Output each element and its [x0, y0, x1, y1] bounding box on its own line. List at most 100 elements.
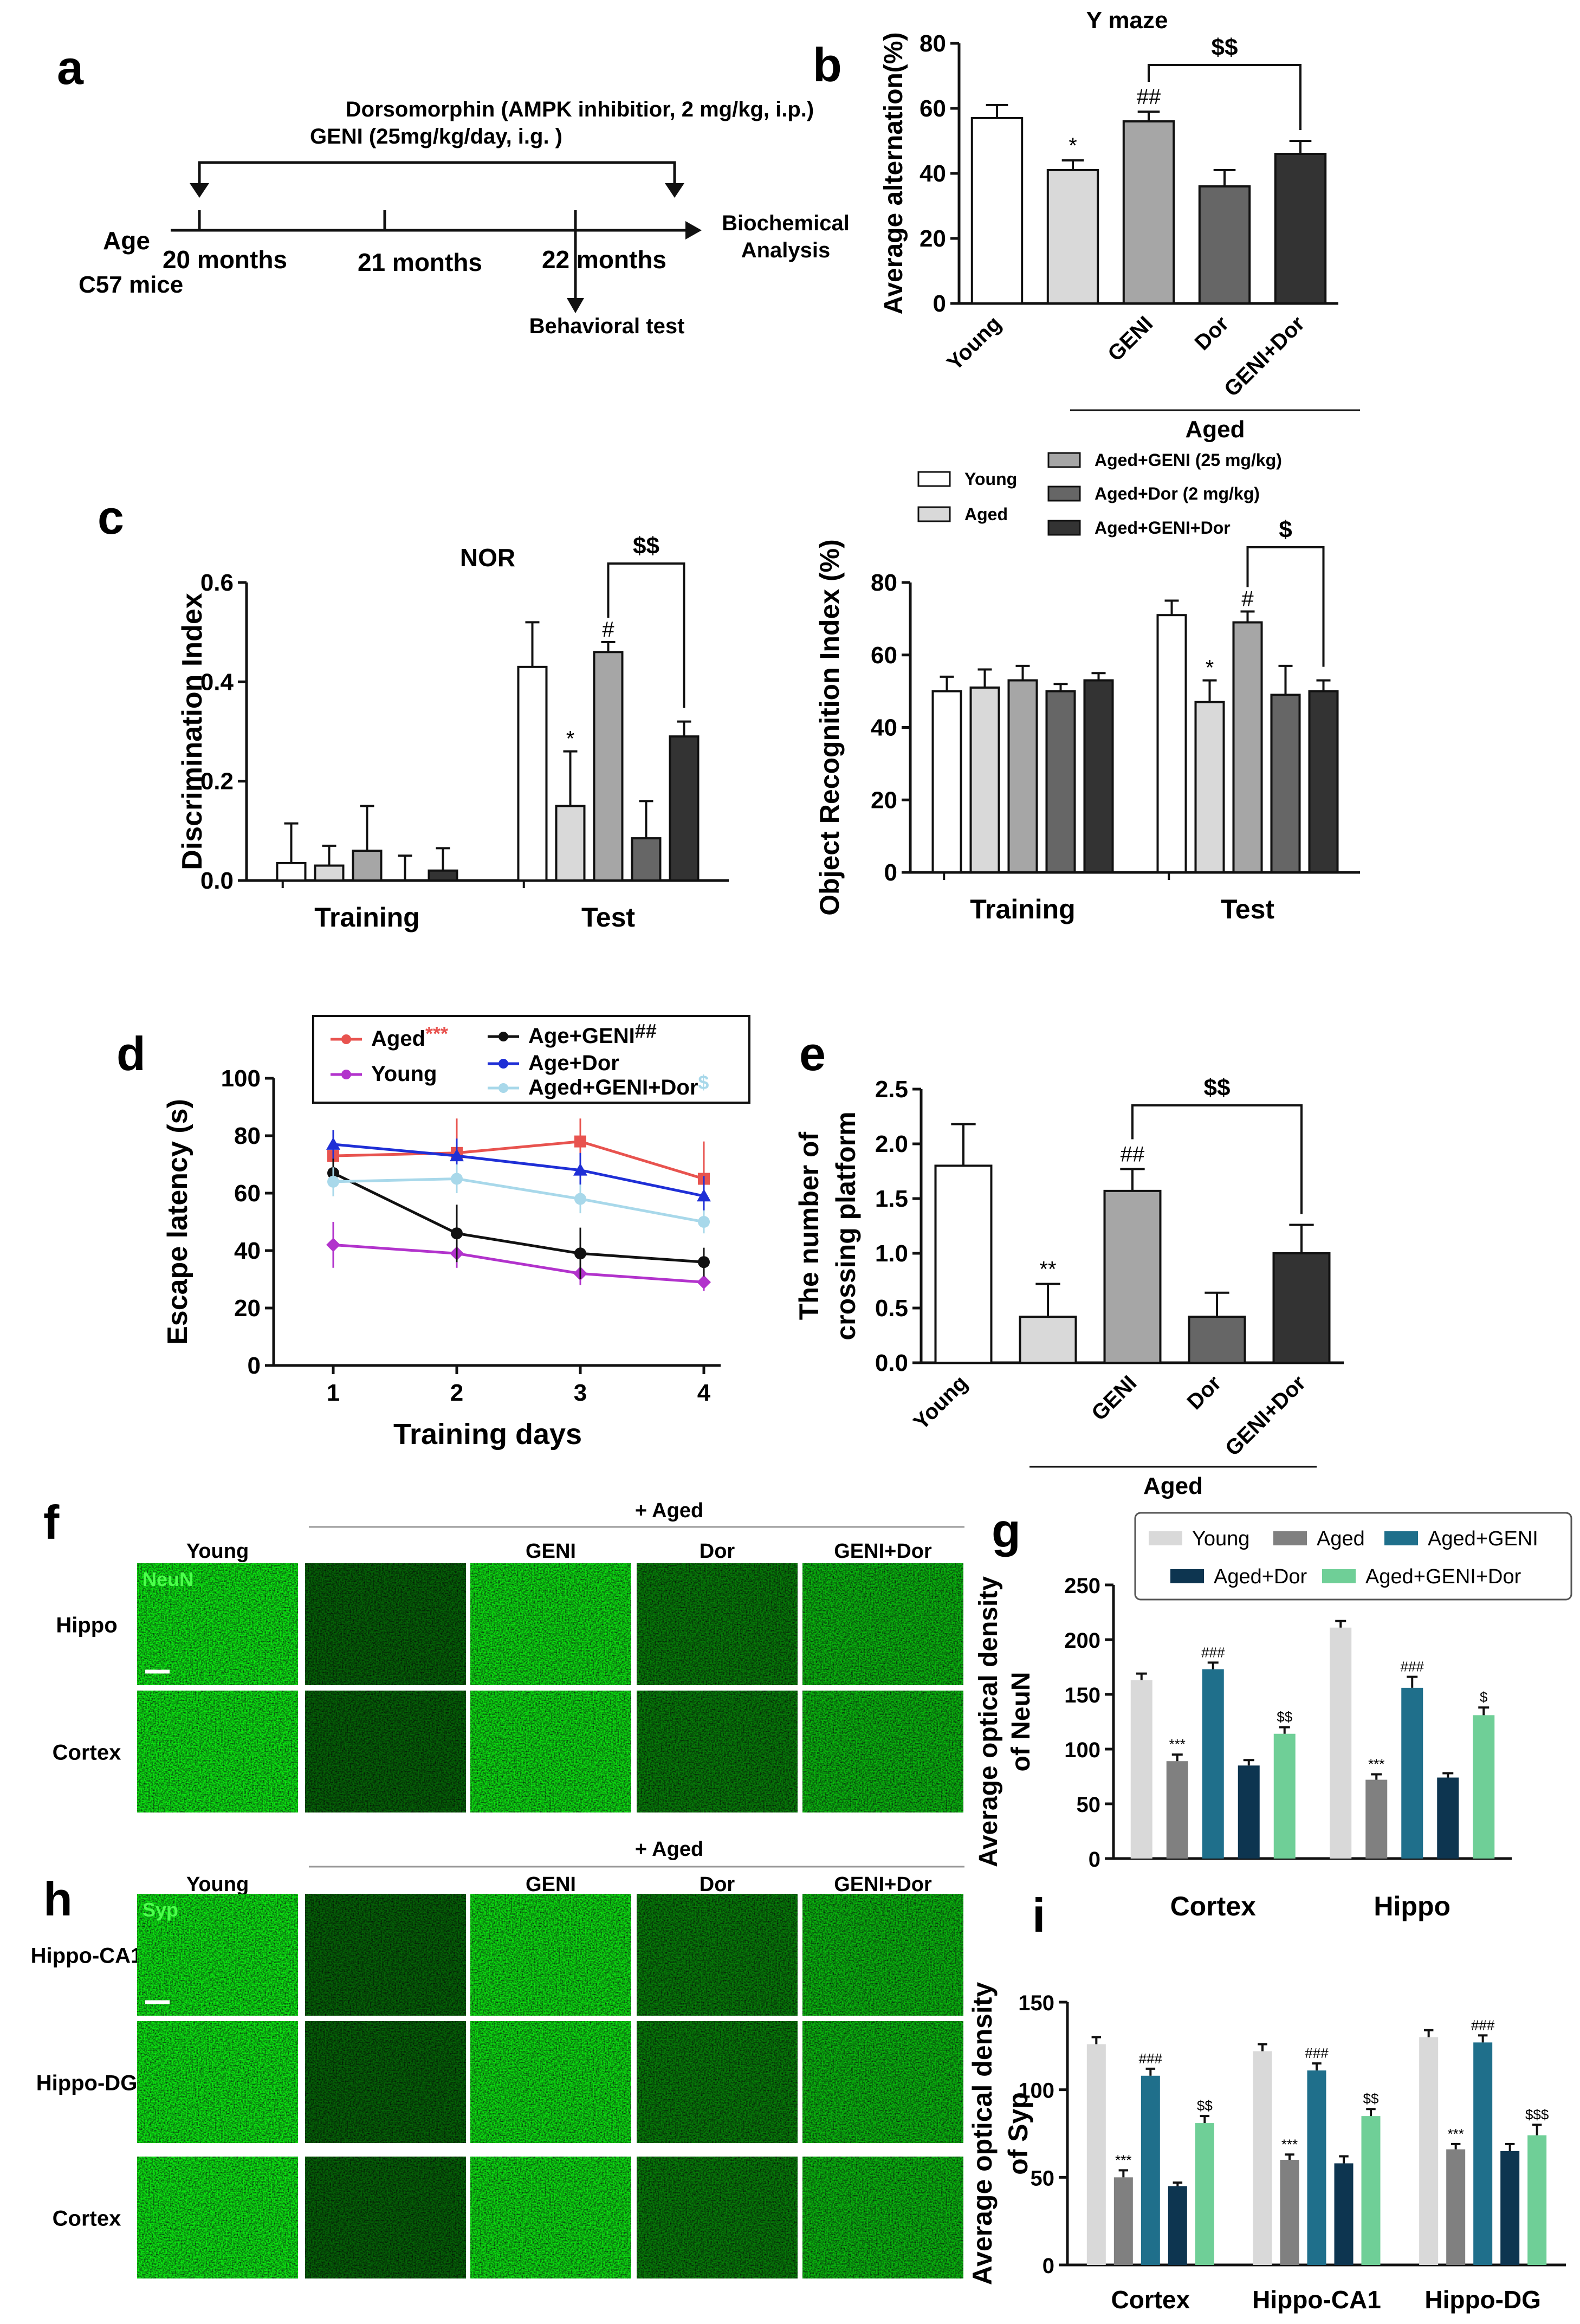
- data-point: [574, 1135, 586, 1148]
- panel-label-e: e: [799, 1027, 826, 1080]
- bar: [1232, 621, 1263, 873]
- micrograph-signal: [305, 1894, 466, 2016]
- y-tick-label: 2.5: [875, 1076, 908, 1103]
- micrograph-tint: [137, 1691, 298, 1812]
- micrograph-tint: [802, 2157, 963, 2278]
- stain-label: NeuN: [143, 1568, 193, 1590]
- legend-swatch: [1047, 452, 1081, 468]
- panel-label-i: i: [1032, 1888, 1045, 1942]
- bar: [1122, 120, 1175, 305]
- mice-label: C57 mice: [79, 271, 183, 298]
- x-group-label: Cortex: [1170, 1891, 1257, 1921]
- micrograph-tint: [305, 2157, 466, 2278]
- data-point: [326, 1238, 340, 1252]
- column-label: Dor: [700, 1873, 735, 1896]
- bar: [1198, 185, 1251, 305]
- x-group-label: Cortex: [1111, 2286, 1190, 2314]
- y-tick-label: 0.4: [200, 669, 234, 695]
- data-point: [698, 1216, 710, 1228]
- series-line: [333, 1243, 704, 1284]
- panel-label-b: b: [813, 38, 842, 92]
- significance-mark: ***: [1368, 1756, 1384, 1772]
- micrograph-tint: [802, 2021, 963, 2143]
- x-group-label: Hippo-CA1: [1252, 2286, 1381, 2314]
- micrograph-tint: [802, 1563, 963, 1685]
- bar: [1086, 2044, 1106, 2265]
- micrograph-signal: [305, 1691, 466, 1812]
- legend-significance: ***: [425, 1022, 448, 1045]
- micrograph-signal: [470, 2157, 631, 2278]
- bar: [1270, 694, 1301, 873]
- micrograph-tint: [470, 2157, 631, 2278]
- data-point: [327, 1175, 339, 1188]
- y-tick-label: 0: [248, 1352, 261, 1379]
- y-axis-label: crossing platform: [831, 1111, 861, 1340]
- header-label: + Aged: [635, 1838, 703, 1861]
- significance-mark: $: [1480, 1689, 1488, 1705]
- drug-line-1: Dorsomorphin (AMPK inhibitior, 2 mg/kg, …: [346, 98, 814, 121]
- chart-title: NOR: [460, 543, 515, 572]
- group-label: Aged: [1143, 1473, 1203, 1499]
- significance-mark: ***: [1281, 2136, 1298, 2152]
- series-line: [332, 1171, 704, 1264]
- bar: [1330, 1627, 1352, 1859]
- bar: [1238, 1765, 1260, 1859]
- y-tick-label: 60: [871, 642, 897, 669]
- micrograph-tint: [802, 1691, 963, 1812]
- legend-label: Young: [1192, 1527, 1249, 1550]
- legend-label: Young: [964, 469, 1017, 489]
- significance-mark: *: [566, 727, 575, 751]
- micrograph-signal: [802, 1691, 963, 1812]
- y-tick-label: 20: [234, 1295, 261, 1322]
- drug-line-2: GENI (25mg/kg/day, i.g. ): [310, 125, 562, 148]
- panel-label-f: f: [43, 1496, 60, 1549]
- y-tick-label: 20: [871, 787, 897, 813]
- significance-mark: ##: [1121, 1142, 1145, 1166]
- legend-box: [1134, 1512, 1572, 1601]
- micrograph-tint: [137, 1894, 298, 2016]
- bar: [1188, 1316, 1246, 1364]
- row-label: Cortex: [53, 2207, 121, 2231]
- bar: [969, 686, 1000, 873]
- micrograph-signal: [637, 2021, 798, 2143]
- y-axis-label: of Syp: [1003, 2092, 1033, 2175]
- y-tick-label: 40: [234, 1238, 261, 1264]
- y-tick-label: 100: [1064, 1738, 1100, 1762]
- bar: [1365, 1779, 1388, 1859]
- bar: [1361, 2116, 1381, 2265]
- bracket-label: $$: [1212, 34, 1238, 61]
- bar: [593, 651, 624, 882]
- stain-label: Syp: [143, 1899, 178, 1921]
- legend-label: Aged+GENI: [1428, 1527, 1538, 1550]
- y-tick-label: 0.0: [200, 868, 234, 894]
- micrograph-signal: [470, 1691, 631, 1812]
- micrograph-signal: [137, 2157, 298, 2278]
- micrograph-tint: [637, 2157, 798, 2278]
- bar: [276, 862, 307, 882]
- bar: [1103, 1189, 1162, 1364]
- bar: [314, 864, 345, 882]
- y-tick-label: 80: [234, 1123, 261, 1149]
- bar: [1437, 1777, 1459, 1859]
- biochemical-label: Biochemical: [722, 211, 850, 235]
- y-axis-label: The number of: [794, 1132, 824, 1320]
- bar: [1473, 1715, 1495, 1859]
- significance-mark: $$$: [1525, 2106, 1549, 2122]
- column-label: Young: [186, 1540, 249, 1563]
- x-tick-label: Dor: [1183, 1371, 1226, 1414]
- micrograph-signal: [802, 2021, 963, 2143]
- y-axis-label: Escape latency (s): [162, 1099, 193, 1345]
- data-point: [450, 1149, 464, 1162]
- x-tick-label: GENI: [1103, 312, 1157, 366]
- y-tick-label: 150: [1064, 1684, 1100, 1707]
- x-tick-label: Young: [909, 1371, 972, 1434]
- series-line: [333, 1143, 704, 1197]
- panel-label-d: d: [116, 1027, 146, 1080]
- data-point: [451, 1227, 463, 1240]
- y-tick-label: 2.0: [875, 1131, 908, 1157]
- significance-mark: ***: [1447, 2126, 1464, 2142]
- significance-mark: ###: [1401, 1659, 1424, 1675]
- y-tick-label: 0.6: [200, 569, 234, 596]
- legend-swatch: [917, 506, 951, 522]
